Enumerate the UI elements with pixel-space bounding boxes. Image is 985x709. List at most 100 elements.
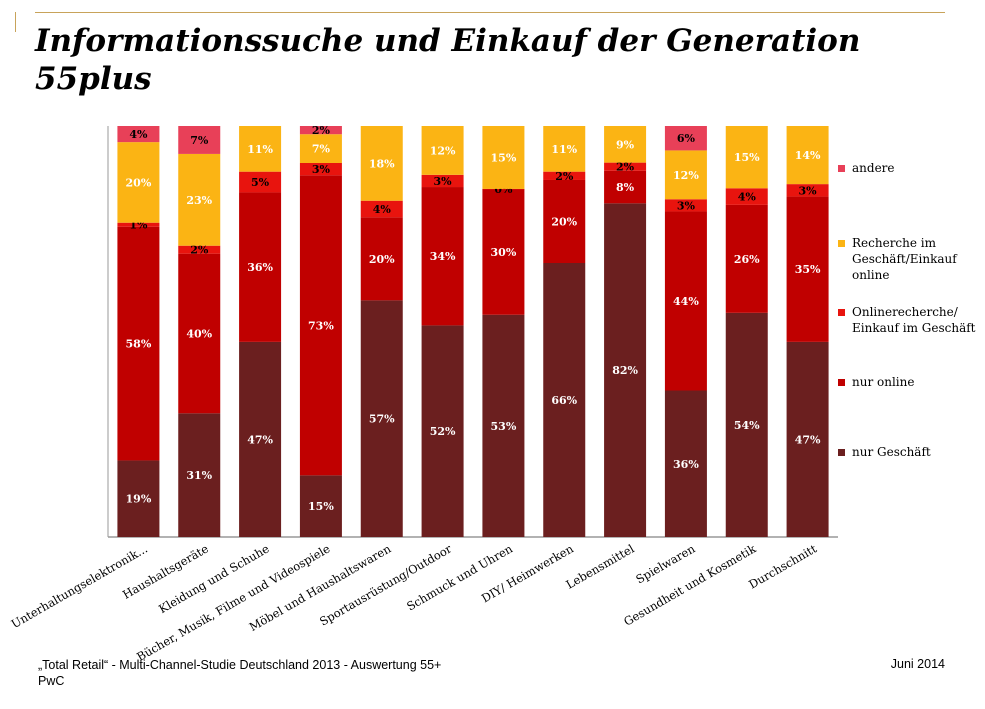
data-label: 34% (430, 250, 456, 263)
data-label: 73% (308, 319, 334, 332)
x-tick-label: Schmuck und Uhren (404, 541, 515, 613)
bar-segment (239, 341, 282, 537)
bar-segment (482, 188, 525, 315)
legend-label: nur online (852, 375, 915, 389)
data-label: 2% (312, 124, 331, 137)
bar-segment (421, 187, 464, 326)
data-label: 11% (551, 143, 577, 156)
bar-segment (604, 126, 647, 163)
bar-segment (178, 413, 221, 537)
bar-segment (117, 126, 160, 143)
bar-segment (664, 211, 707, 391)
bar-segment (178, 245, 221, 254)
data-label: 2% (616, 161, 635, 174)
data-label: 8% (616, 181, 635, 194)
data-label: 12% (430, 144, 456, 157)
corner-rule (15, 12, 16, 32)
bar-segment (421, 126, 464, 175)
bar-segment (117, 226, 160, 461)
legend-swatch (838, 379, 845, 386)
bar-segment (421, 325, 464, 537)
bar-segment (178, 253, 221, 414)
data-label: 4% (738, 191, 757, 204)
bar-segment (299, 126, 342, 135)
bar-segment (543, 171, 586, 180)
data-label: 4% (373, 203, 392, 216)
data-label: 7% (190, 134, 209, 147)
bar-segment (786, 184, 829, 197)
bar-segment (239, 126, 282, 172)
data-label: 20% (126, 176, 152, 189)
x-tick-label: Durchschnitt (746, 541, 819, 591)
bar-segment (299, 175, 342, 476)
data-label: 4% (129, 128, 148, 141)
data-label: 11% (247, 143, 273, 156)
legend-swatch (838, 449, 845, 456)
bar-segment (725, 204, 768, 313)
data-label: 15% (491, 151, 517, 164)
bar-segment (786, 341, 829, 537)
legend-label: Recherche im Geschäft/Einkauf online (852, 236, 957, 282)
bar-segment (360, 300, 403, 537)
x-tick-label: Lebensmittel (564, 541, 637, 591)
bar-segment (360, 200, 403, 218)
data-label: 12% (673, 169, 699, 182)
data-label: 3% (312, 163, 331, 176)
bar-segment (604, 203, 647, 537)
data-label: 18% (369, 157, 395, 170)
bar-segment (786, 196, 829, 342)
data-label: 14% (795, 149, 821, 162)
bar-segment (664, 126, 707, 151)
data-label: 3% (799, 184, 818, 197)
data-label: 26% (734, 253, 760, 266)
footer-company: PwC (38, 674, 65, 688)
bar-segment (543, 126, 586, 172)
legend-label: andere (852, 161, 895, 175)
data-label: 40% (186, 327, 212, 340)
data-label: 3% (677, 199, 696, 212)
data-label: 57% (369, 413, 395, 426)
data-label: 5% (251, 176, 270, 189)
bar-segment (604, 162, 647, 171)
legend-label: nur Geschäft (852, 445, 931, 459)
data-label: 23% (186, 194, 212, 207)
bar-segment (299, 475, 342, 537)
data-label: 36% (673, 458, 699, 471)
footer: „Total Retail“ - Multi-Channel-Studie De… (38, 657, 441, 689)
data-label: 35% (795, 263, 821, 276)
data-label: 47% (795, 433, 821, 446)
bar-segment (117, 142, 160, 223)
data-label: 15% (734, 151, 760, 164)
data-label: 47% (247, 433, 273, 446)
data-label: 58% (126, 338, 152, 351)
data-label: 20% (551, 215, 577, 228)
bar-segment (178, 126, 221, 154)
bar-segment (360, 217, 403, 301)
top-rule (35, 12, 945, 13)
bar-segment (664, 150, 707, 200)
bar-segment (725, 126, 768, 189)
footer-date: Juni 2014 (890, 657, 945, 671)
bar-segment (482, 314, 525, 537)
bar-segment (482, 126, 525, 189)
data-label: 6% (677, 132, 696, 145)
bar-segment (482, 188, 525, 190)
bar-segment (604, 170, 647, 204)
bar-segment (664, 199, 707, 212)
data-label: 7% (312, 143, 331, 156)
bar-segment (360, 126, 403, 201)
bar-segment (725, 312, 768, 537)
legend-label: Onlinerecherche/ Einkauf im Geschäft (852, 305, 976, 335)
data-label: 36% (247, 261, 273, 274)
bar-segment (117, 222, 160, 227)
data-label: 15% (308, 500, 334, 513)
data-label: 19% (126, 493, 152, 506)
data-label: 66% (551, 394, 577, 407)
bar-segment (299, 134, 342, 163)
bar-segment (786, 126, 829, 185)
bar-segment (299, 162, 342, 176)
data-label: 20% (369, 253, 395, 266)
page-title: Informationssuche und Einkauf der Genera… (35, 23, 861, 97)
data-label: 2% (190, 244, 209, 257)
